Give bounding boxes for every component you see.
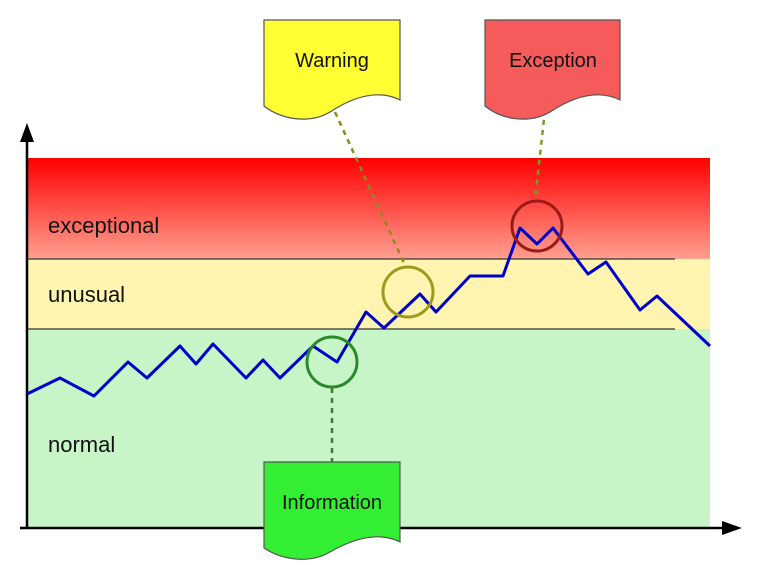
warning-highlight-circle — [381, 265, 435, 319]
information-highlight-circle — [305, 335, 359, 389]
warning-leader-line — [333, 111, 406, 264]
unusual-zone-label: unusual — [48, 282, 125, 307]
information-label: Information — [282, 492, 382, 514]
exception-document-shape — [484, 19, 621, 120]
warning-label: Warning — [295, 50, 369, 72]
unusual-zone — [27, 259, 710, 329]
x-axis-arrowhead — [722, 521, 742, 535]
exception-label: Exception — [509, 50, 597, 72]
exception-highlight-circle — [510, 199, 564, 253]
information-document-shape — [263, 461, 401, 560]
warning-callout: Warning — [263, 19, 401, 120]
normal-zone-label: normal — [48, 432, 115, 457]
exceptional-zone — [27, 158, 710, 259]
exception-callout: Exception — [484, 19, 621, 120]
information-callout: Information — [263, 461, 401, 560]
exceptional-zone-label: exceptional — [48, 213, 159, 238]
y-axis-arrowhead — [20, 123, 34, 142]
warning-document-shape — [263, 19, 401, 120]
metric-series-line — [26, 226, 712, 398]
